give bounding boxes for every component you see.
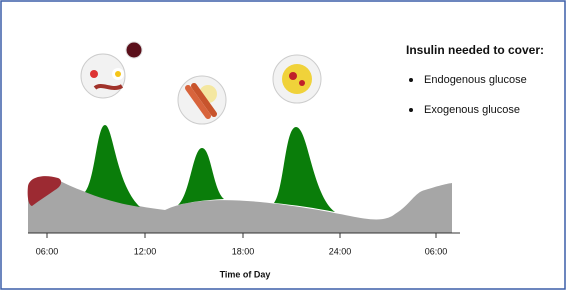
tick-label: 06:00: [36, 246, 59, 256]
legend-item: Endogenous glucose: [424, 74, 527, 86]
legend-title: Insulin needed to cover:: [406, 43, 544, 57]
bullet: [409, 108, 413, 112]
axis-label: Time of Day: [220, 269, 271, 279]
bullet: [409, 78, 413, 82]
tick-label: 06:00: [425, 246, 448, 256]
lunch-icon: [178, 76, 226, 124]
tick-label: 24:00: [329, 246, 352, 256]
diagram: 06:00 12:00 18:00 24:00 06:00 Time of Day In…: [0, 0, 566, 290]
tick-label: 18:00: [232, 246, 255, 256]
tick-label: 12:00: [134, 246, 157, 256]
dinner-icon: [273, 55, 321, 103]
legend-item: Exogenous glucose: [424, 104, 520, 116]
